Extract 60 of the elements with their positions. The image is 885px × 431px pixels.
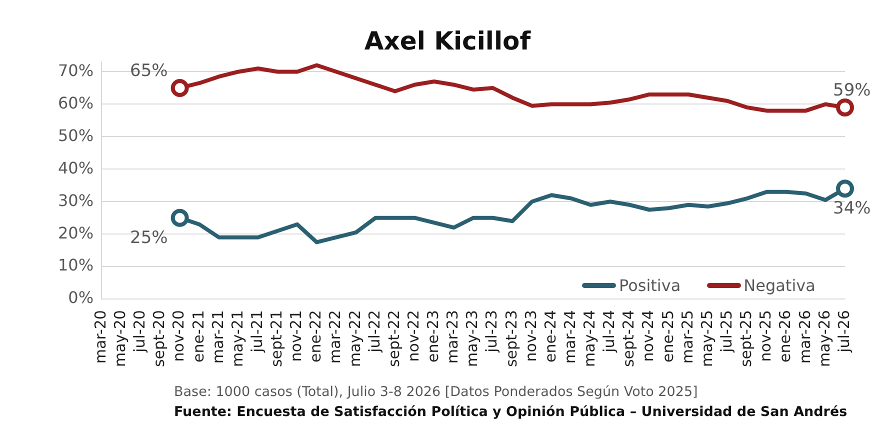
x-tick-label: nov-23 [522, 310, 540, 362]
source-note: Fuente: Encuesta de Satisfacción Política y Opinión Pública – Universidad de San Andrés [174, 403, 848, 422]
y-tick-label: 0% [68, 288, 94, 308]
x-tick-label: sept-24 [620, 310, 638, 368]
x-tick-label: sept-22 [384, 310, 403, 368]
x-tick-label: sept-25 [737, 310, 756, 368]
x-tick-label: sept-20 [150, 310, 168, 368]
x-tick-label: jul-22 [365, 310, 384, 354]
point [836, 180, 854, 198]
x-tick-label: mar-21 [208, 310, 227, 364]
x-tick-label: may-20 [111, 310, 130, 367]
x-tick-label: ene-25 [658, 310, 677, 363]
x-tick-label: sept-23 [502, 310, 520, 368]
point [170, 208, 189, 227]
x-tick-label: may-24 [580, 310, 599, 367]
data-label: 34% [833, 198, 871, 219]
x-tick-label: jul-23 [482, 310, 501, 354]
x-tick-label: jul-24 [600, 310, 618, 354]
y-tick-label: 60% [58, 93, 94, 112]
x-tick-label: mar-25 [678, 310, 696, 364]
legend-label: Positiva [619, 276, 681, 296]
x-tick-label: nov-21 [287, 310, 306, 362]
point [170, 78, 189, 97]
y-tick-label: 20% [58, 223, 94, 242]
x-tick-label: sept-21 [268, 310, 286, 368]
x-tick-label: ene-23 [424, 310, 442, 363]
x-tick-label: may-26 [815, 310, 834, 367]
chart-title: Axel Kicillof [364, 26, 532, 56]
point [836, 98, 854, 116]
x-tick-label: ene-26 [776, 310, 794, 363]
text: Base: 1000 casos (Total), Julio 3-8 2026 [Datos Ponderados Según Voto 2025] [174, 383, 699, 402]
data-label: 65% [130, 60, 168, 81]
x-tick-label: jul-25 [718, 310, 736, 354]
x-tick-label: may-22 [346, 310, 364, 367]
x-tick-label: mar-22 [326, 310, 344, 364]
x-tick-label: mar-24 [560, 310, 579, 364]
y-tick-label: 40% [58, 158, 94, 178]
x-tick-label: mar-26 [796, 310, 814, 364]
x-tick-label: jul-21 [248, 310, 266, 354]
y-tick-label: 10% [58, 256, 94, 275]
data-label: 59% [833, 80, 871, 100]
x-tick-label: ene-21 [189, 310, 208, 363]
x-tick-label: nov-25 [756, 310, 775, 362]
x-tick-label: nov-24 [639, 310, 658, 362]
x-tick-label: may-21 [228, 310, 246, 367]
x-tick-label: may-25 [698, 310, 716, 367]
x-tick-label: jul-26 [834, 310, 853, 354]
x-tick-label: ene-22 [306, 310, 325, 363]
y-tick-label: 50% [58, 126, 94, 145]
x-tick-label: jul-20 [130, 310, 149, 354]
data-label: 25% [130, 228, 168, 248]
x-tick-label: nov-22 [404, 310, 422, 362]
legend-label: Negativa [744, 276, 816, 296]
y-tick-label: 70% [58, 60, 94, 80]
x-tick-label: nov-20 [170, 310, 188, 362]
x-tick-label: may-23 [463, 310, 482, 367]
x-tick-label: ene-24 [541, 310, 560, 363]
y-tick-label: 30% [58, 190, 94, 210]
x-tick-label: mar-23 [444, 310, 462, 364]
x-tick-label: mar-20 [91, 310, 110, 364]
